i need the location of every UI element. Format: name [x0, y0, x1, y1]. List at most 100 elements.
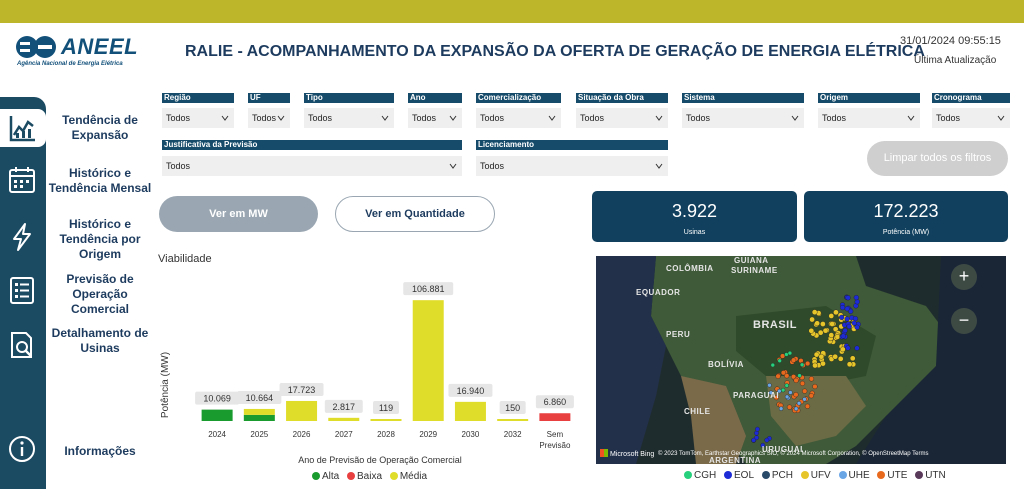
legend-item-eol[interactable]: EOL [724, 470, 754, 481]
legend-item-uhe[interactable]: UHE [838, 470, 870, 481]
lightning-icon[interactable] [3, 218, 41, 256]
clear-filters-button[interactable]: Limpar todos os filtros [867, 141, 1008, 176]
kpi-usinas-card: 3.922 Usinas [592, 191, 797, 242]
legend-item-baixa[interactable]: Baixa [347, 471, 382, 482]
bar-segment-alta [201, 409, 233, 421]
legend-item-utn[interactable]: UTN [915, 470, 946, 481]
zoom-out-button[interactable]: − [951, 308, 977, 334]
bar-value-label: 10.664 [246, 393, 274, 403]
nav-tendencia-expansao[interactable]: Tendência de Expansão [62, 113, 138, 142]
legend-dot [684, 471, 692, 479]
legend-dot [389, 472, 398, 480]
map-legend: CGH EOL PCH UFV UHE UTE UTN [684, 470, 951, 481]
calendar-icon[interactable] [3, 161, 41, 199]
zoom-in-button[interactable]: + [951, 264, 977, 290]
bar-value-box [535, 395, 574, 409]
list-icon[interactable] [3, 271, 41, 309]
x-tick-label: 2029 [419, 430, 437, 439]
map-label-chile: CHILE [684, 407, 711, 416]
eol-marker [845, 345, 851, 351]
eol-marker [853, 294, 859, 301]
filter-licenciamento-select[interactable]: Todos [476, 156, 668, 176]
filter-uf-select[interactable]: Todos [248, 108, 290, 128]
eol-marker [846, 323, 852, 330]
eol-marker [854, 299, 860, 305]
legend-item-ufv[interactable]: UFV [800, 470, 831, 481]
legend-dot [347, 472, 356, 480]
legend-item-cgh[interactable]: CGH [684, 470, 716, 481]
view-mw-button[interactable]: Ver em MW [159, 196, 318, 232]
header: ANEEL Agência Nacional de Energia Elétri… [0, 23, 1024, 83]
uhe-marker [767, 383, 772, 388]
map-attribution[interactable]: © 2023 TomTom, Earthstar Geographics SIO… [658, 451, 929, 457]
legend-label: UHE [848, 470, 870, 481]
legend-label: CGH [694, 470, 717, 481]
legend-dot [838, 471, 847, 479]
ufv-marker [817, 329, 824, 336]
view-quantity-button[interactable]: Ver em Quantidade [335, 196, 495, 232]
ufv-marker [809, 316, 815, 323]
ute-marker [812, 383, 818, 390]
nav-previsao-operacao[interactable]: Previsão de Operação Comercial [66, 272, 134, 316]
ufv-marker [812, 362, 818, 369]
chevron-down-icon [449, 163, 457, 169]
info-icon[interactable] [3, 430, 41, 468]
filter-justificativa-value: Todos [166, 161, 191, 171]
legend-item-media[interactable]: Média [389, 471, 427, 482]
filter-situacao-select[interactable]: Todos [576, 108, 668, 128]
bar-value-box [403, 282, 454, 296]
usinas-map[interactable]: COLÔMBIA GUIANA SURINAME EQUADOR PERU BR… [596, 256, 1006, 464]
bar-segment-média [286, 400, 318, 421]
map-label-bolivia: BOLÍVIA [708, 360, 744, 369]
eol-marker [839, 314, 845, 320]
bar-value-box [448, 383, 493, 397]
nav-detalhamento-usinas[interactable]: Detalhamento de Usinas [51, 326, 149, 355]
x-tick-label: 2027 [335, 430, 353, 439]
filter-ano-select[interactable]: Todos [408, 108, 462, 128]
ufv-marker [832, 353, 838, 360]
filter-label-licenciamento: Licenciamento [476, 140, 668, 150]
document-search-icon[interactable] [3, 326, 41, 364]
legend-item-ute[interactable]: UTE [877, 470, 907, 481]
ute-marker [802, 388, 808, 394]
chevron-down-icon [221, 115, 229, 121]
chart-x-axis-label: Ano de Previsão de Operação Comercial [298, 455, 462, 465]
page-title: RALIE - ACOMPANHAMENTO DA EXPANSÃO DA OF… [185, 43, 925, 60]
x-tick-label: 2028 [377, 430, 395, 439]
bar-value-label: 6.860 [544, 397, 567, 407]
x-tick-label: 2026 [293, 430, 311, 439]
logo-text: ANEEL [61, 34, 139, 59]
bar-value-box [237, 390, 282, 404]
filter-sistema-select[interactable]: Todos [682, 108, 804, 128]
eol-marker [854, 324, 860, 330]
kpi-usinas-value: 3.922 [671, 201, 718, 221]
filter-tipo-select[interactable]: Todos [304, 108, 394, 128]
filter-justificativa-select[interactable]: Todos [162, 156, 462, 176]
nav-informacoes[interactable]: Informações [64, 444, 136, 458]
legend-dot [800, 471, 809, 479]
ute-marker [808, 393, 814, 399]
filter-origem-select[interactable]: Todos [818, 108, 920, 128]
legend-item-pch[interactable]: PCH [761, 470, 793, 481]
filter-regiao-select[interactable]: Todos [162, 108, 234, 128]
legend-dot [312, 472, 320, 480]
map-label-equador: EQUADOR [636, 288, 681, 297]
bar-value-box [373, 401, 399, 414]
aneel-logo-icon [16, 36, 56, 58]
filter-cronograma-select[interactable]: Todos [932, 108, 1010, 128]
legend-label: UTN [925, 470, 946, 481]
eol-marker [844, 306, 850, 312]
map-label-peru: PERU [666, 330, 691, 339]
cgh-marker [797, 373, 802, 378]
nav-historico-mensal[interactable]: Histórico e Tendência Mensal [48, 166, 152, 195]
legend-item-alta[interactable]: Alta [312, 471, 339, 482]
eol-marker [845, 295, 851, 301]
kpi-potencia-label: Potência (MW) [882, 229, 930, 236]
nav-historico-origem[interactable]: Histórico e Tendência por Origem [59, 217, 141, 261]
ufv-marker [808, 327, 815, 334]
cgh-marker [780, 387, 786, 393]
bing-logo: Microsoft Bing [600, 449, 654, 458]
filter-comercializacao-select[interactable]: Todos [476, 108, 561, 128]
ufv-marker [828, 313, 835, 319]
line-chart-icon[interactable] [0, 109, 46, 147]
